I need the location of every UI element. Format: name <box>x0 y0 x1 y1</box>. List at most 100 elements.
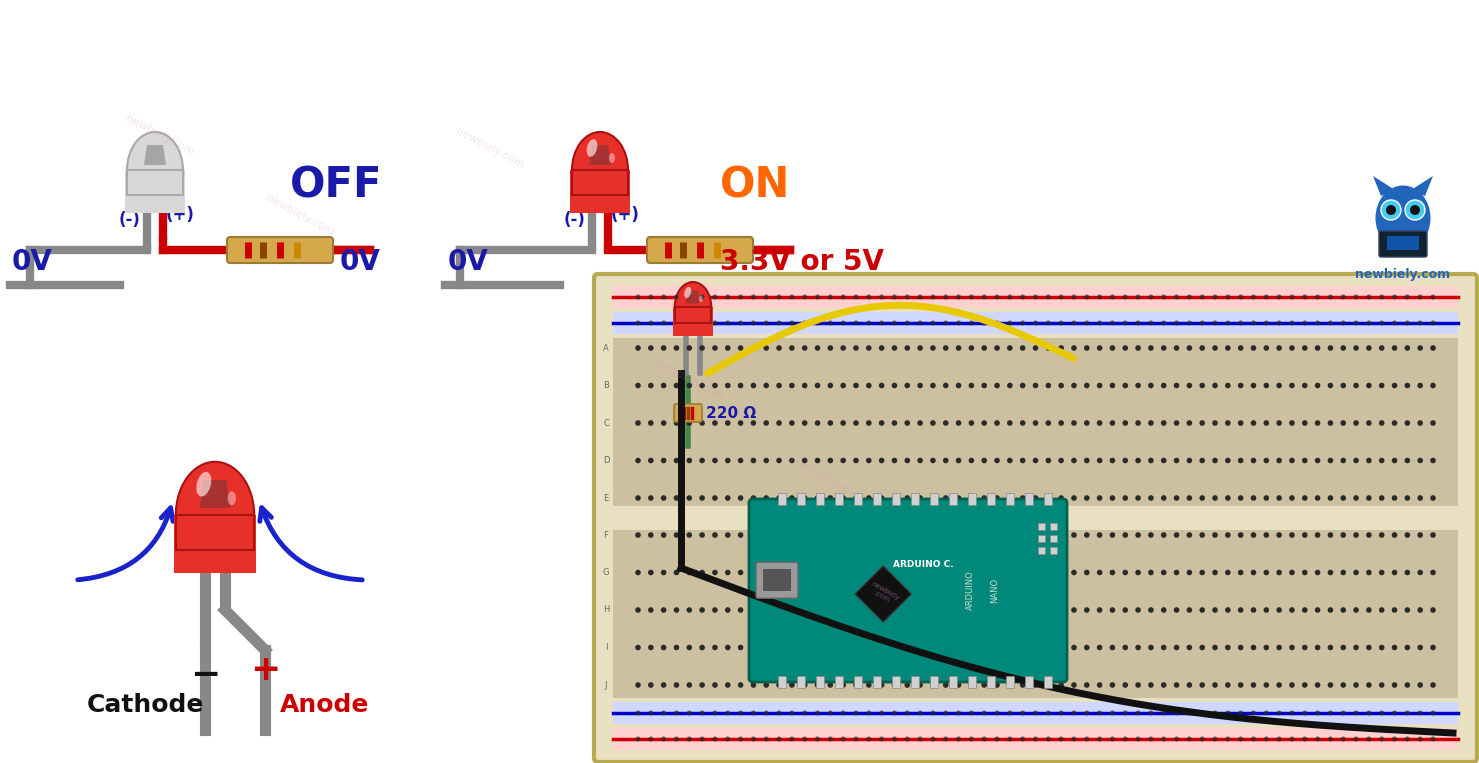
Circle shape <box>1046 533 1052 538</box>
Circle shape <box>634 420 640 426</box>
Ellipse shape <box>685 287 691 298</box>
Circle shape <box>1302 345 1307 351</box>
Circle shape <box>751 570 756 575</box>
FancyBboxPatch shape <box>646 237 753 263</box>
Circle shape <box>802 320 808 326</box>
Circle shape <box>930 710 935 716</box>
Circle shape <box>674 710 679 716</box>
Circle shape <box>1302 495 1307 501</box>
Circle shape <box>700 607 705 613</box>
Circle shape <box>905 570 910 575</box>
Bar <box>1038 523 1046 530</box>
Circle shape <box>1405 570 1409 575</box>
Bar <box>853 493 862 505</box>
Circle shape <box>725 607 731 613</box>
Circle shape <box>930 736 935 742</box>
Circle shape <box>1046 345 1052 351</box>
Circle shape <box>1290 736 1294 742</box>
Circle shape <box>930 570 936 575</box>
Circle shape <box>1405 458 1409 463</box>
Circle shape <box>994 495 1000 501</box>
Circle shape <box>867 295 871 300</box>
Circle shape <box>1021 383 1025 388</box>
Circle shape <box>1381 200 1401 220</box>
Circle shape <box>917 736 923 742</box>
Circle shape <box>1430 645 1436 650</box>
Circle shape <box>686 420 692 426</box>
Circle shape <box>1174 710 1179 716</box>
Circle shape <box>634 607 640 613</box>
Circle shape <box>776 295 781 300</box>
Circle shape <box>634 383 640 388</box>
Circle shape <box>944 458 948 463</box>
Circle shape <box>776 533 782 538</box>
Circle shape <box>751 345 756 351</box>
Text: −: − <box>189 658 220 692</box>
Ellipse shape <box>1375 185 1430 250</box>
Circle shape <box>1123 607 1128 613</box>
Circle shape <box>892 495 898 501</box>
FancyArrowPatch shape <box>260 508 362 580</box>
Circle shape <box>840 645 846 650</box>
Circle shape <box>1032 607 1038 613</box>
Circle shape <box>867 495 871 501</box>
Circle shape <box>700 533 705 538</box>
Circle shape <box>738 495 744 501</box>
Circle shape <box>673 383 679 388</box>
Circle shape <box>982 495 986 501</box>
Circle shape <box>725 710 731 716</box>
Circle shape <box>944 682 948 687</box>
Circle shape <box>1007 420 1013 426</box>
Circle shape <box>1136 420 1140 426</box>
Circle shape <box>1123 682 1128 687</box>
Circle shape <box>1378 420 1384 426</box>
Circle shape <box>1238 607 1244 613</box>
Bar <box>1044 676 1052 688</box>
Circle shape <box>1430 533 1436 538</box>
Circle shape <box>1097 420 1102 426</box>
Circle shape <box>994 320 1000 326</box>
Circle shape <box>853 495 859 501</box>
Circle shape <box>1109 420 1115 426</box>
Circle shape <box>969 320 973 326</box>
Circle shape <box>1199 295 1205 300</box>
Circle shape <box>1136 710 1140 716</box>
Circle shape <box>738 320 742 326</box>
Circle shape <box>1302 682 1307 687</box>
Circle shape <box>790 383 794 388</box>
Circle shape <box>776 682 782 687</box>
Text: newbiely.com: newbiely.com <box>265 193 336 237</box>
Circle shape <box>776 420 782 426</box>
Circle shape <box>686 607 692 613</box>
Circle shape <box>686 495 692 501</box>
Text: +: + <box>250 653 280 687</box>
Circle shape <box>1238 383 1244 388</box>
Circle shape <box>1290 420 1294 426</box>
Circle shape <box>982 682 986 687</box>
Circle shape <box>673 345 679 351</box>
Circle shape <box>1263 458 1269 463</box>
Circle shape <box>905 607 910 613</box>
Circle shape <box>1328 345 1333 351</box>
Circle shape <box>661 345 667 351</box>
Text: newbiely.com: newbiely.com <box>124 113 195 157</box>
Circle shape <box>917 345 923 351</box>
Circle shape <box>955 295 961 300</box>
Circle shape <box>1059 383 1063 388</box>
Circle shape <box>634 682 640 687</box>
Circle shape <box>790 345 794 351</box>
Circle shape <box>1430 383 1436 388</box>
Circle shape <box>1315 645 1321 650</box>
Circle shape <box>1109 295 1115 300</box>
Circle shape <box>1251 570 1256 575</box>
Circle shape <box>1430 458 1436 463</box>
Circle shape <box>1328 495 1333 501</box>
Circle shape <box>1392 383 1398 388</box>
Circle shape <box>1367 682 1371 687</box>
Circle shape <box>1251 607 1256 613</box>
Circle shape <box>1059 345 1063 351</box>
Circle shape <box>815 320 819 326</box>
Circle shape <box>1276 458 1282 463</box>
Circle shape <box>994 383 1000 388</box>
Circle shape <box>1046 320 1050 326</box>
